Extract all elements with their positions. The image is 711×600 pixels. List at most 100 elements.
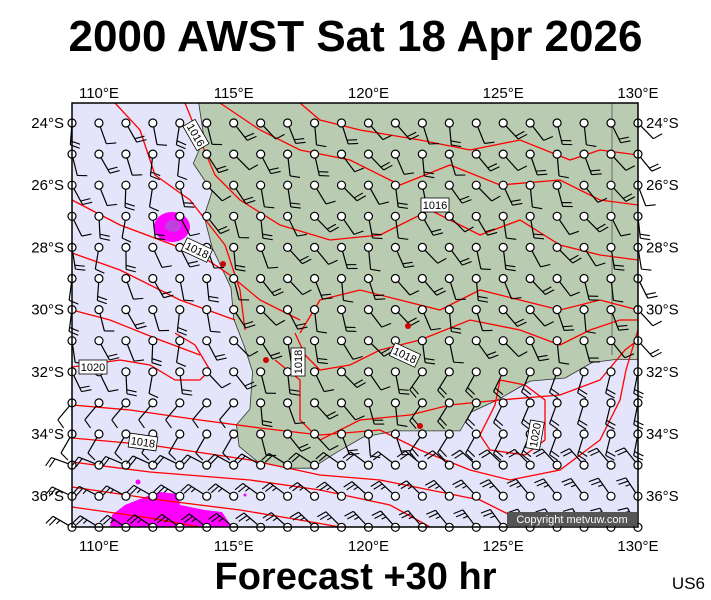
station-circle (444, 491, 454, 501)
station-circle (229, 336, 239, 346)
station-circle (390, 242, 400, 252)
wind-barb (552, 180, 573, 208)
station-circle (283, 242, 293, 252)
station-circle (175, 273, 185, 284)
wind-barb (363, 118, 393, 141)
station-circle (363, 149, 374, 159)
station-circle (229, 398, 239, 408)
wind-barb (552, 242, 582, 264)
station-circle (336, 211, 347, 221)
station-circle (363, 460, 374, 470)
station-circle (256, 460, 266, 470)
lon-label-bottom: 115°E (214, 538, 254, 555)
station-circle (606, 429, 616, 439)
wind-barb (606, 336, 635, 359)
station-circle (94, 273, 104, 284)
station-circle (579, 429, 589, 439)
station-circle (579, 149, 589, 159)
wind-barb (283, 242, 312, 265)
station-circle (552, 211, 562, 221)
station-circle (498, 367, 508, 377)
station-circle (552, 242, 562, 252)
station-circle (175, 398, 185, 408)
wind-barb (256, 398, 273, 428)
wind-barb (121, 305, 147, 330)
wind-barb (498, 149, 528, 171)
isobar-line (71, 309, 201, 356)
station-circle (525, 149, 535, 159)
wind-barb (316, 481, 347, 501)
station-circle (283, 460, 293, 470)
wind-barb (390, 429, 413, 456)
station-circle (471, 242, 481, 252)
station-circle (309, 429, 320, 439)
wind-barb (498, 336, 528, 357)
lat-label-left: 26°S (31, 177, 64, 194)
wind-barb (552, 336, 570, 365)
station-circle (256, 211, 266, 221)
wind-barb (336, 118, 359, 145)
wind-barb (369, 451, 400, 470)
station-circle (148, 180, 158, 190)
station-circle (121, 429, 131, 439)
wind-barb (606, 305, 629, 331)
station-circle (390, 273, 400, 284)
wind-barb (84, 398, 104, 429)
wind-barb (606, 242, 625, 271)
wind-barb (444, 118, 462, 148)
wind-barb (471, 211, 498, 236)
wind-barb (229, 211, 250, 239)
wind-barb (606, 211, 631, 237)
station-circle (606, 118, 616, 128)
wind-barb (425, 479, 454, 501)
wind-barb (175, 211, 200, 237)
wind-barb (437, 367, 454, 399)
wind-barb (471, 336, 499, 360)
isobar-line (71, 332, 211, 381)
station-circle (283, 273, 293, 284)
station-circle (579, 491, 589, 501)
station-circle (309, 273, 320, 284)
wind-barb (229, 149, 259, 171)
wind-barb (525, 211, 545, 240)
wind-barb (309, 180, 336, 205)
wind-barb (525, 242, 551, 268)
lat-label-right: 36°S (646, 488, 679, 505)
station-circle (202, 429, 212, 439)
city-marker (220, 261, 226, 267)
wind-barb (94, 336, 120, 361)
wind-barb (309, 273, 333, 300)
map-title: 2000 AWST Sat 18 Apr 2026 (68, 12, 643, 61)
isobar-line (71, 506, 201, 528)
wind-barb (549, 398, 562, 430)
lon-label-bottom: 110°E (79, 538, 119, 555)
isobar-label: 1020 (78, 359, 108, 375)
station-circle (363, 429, 374, 439)
isobar-line (274, 339, 639, 441)
station-circle (309, 336, 320, 346)
station-circle (229, 180, 239, 190)
isobar-line (479, 379, 546, 456)
station-circle (390, 460, 400, 470)
wind-barb (390, 211, 409, 240)
station-circle (525, 367, 535, 377)
station-circle (444, 429, 454, 439)
wind-barb (417, 273, 446, 296)
station-circle (121, 118, 131, 128)
station-circle (202, 305, 212, 315)
lon-label-top: 125°E (483, 85, 524, 102)
station-circle (417, 149, 427, 159)
svg-text:1018: 1018 (130, 435, 156, 450)
land-australia (192, 102, 639, 469)
station-circle (552, 336, 562, 346)
wind-barb (498, 180, 523, 206)
station-circle (390, 211, 400, 221)
lat-label-right: 28°S (646, 239, 679, 256)
station-circle (94, 242, 104, 252)
wind-barb (437, 429, 454, 461)
station-circle (202, 491, 212, 501)
station-circle (121, 305, 131, 315)
wind-barb (153, 454, 185, 470)
wind-barb (126, 484, 158, 501)
